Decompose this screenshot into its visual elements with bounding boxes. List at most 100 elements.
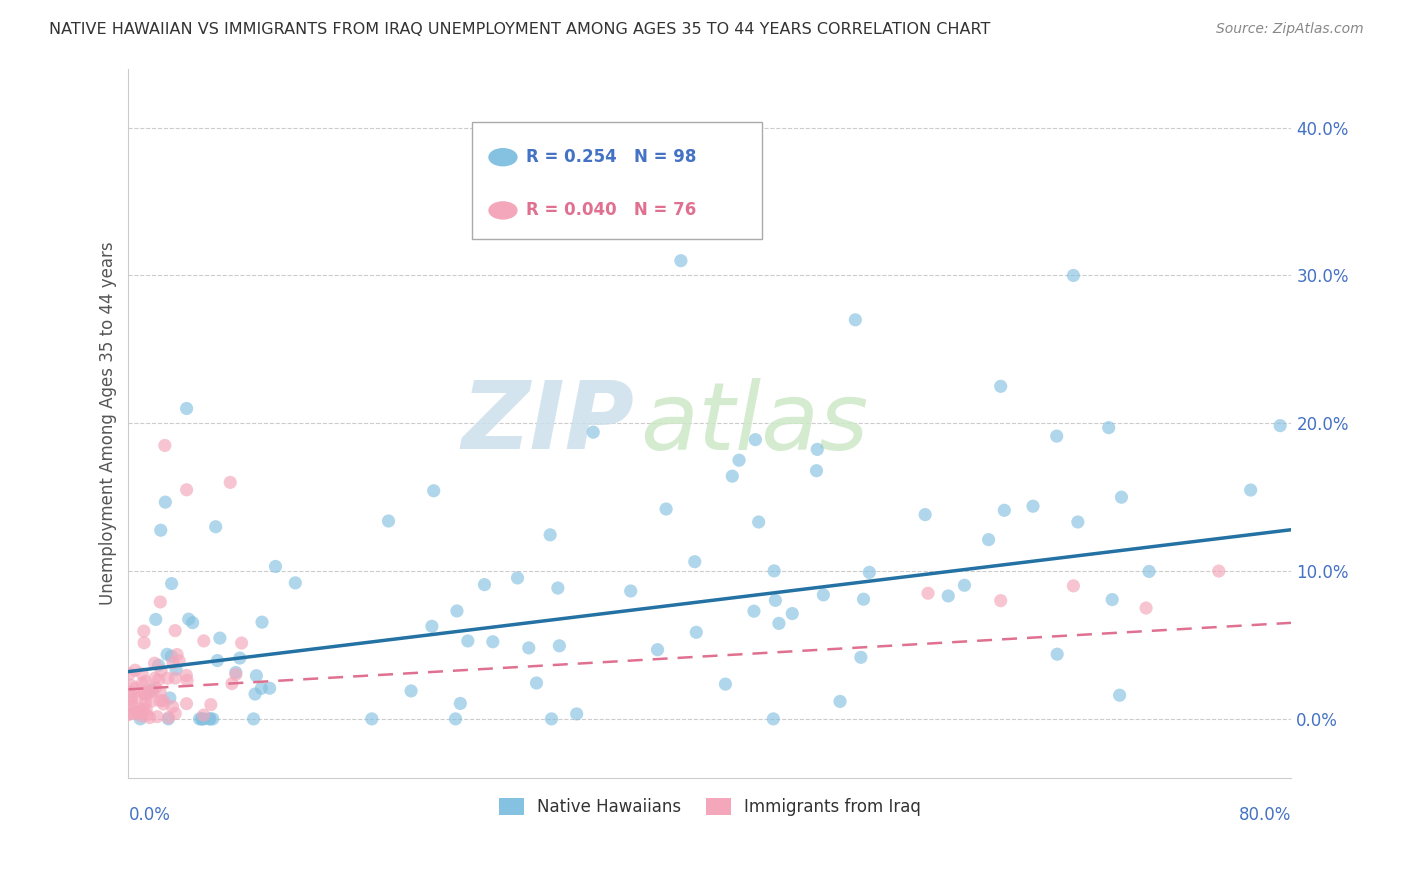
Point — [131, 667, 153, 681]
Point — [1135, 601, 1157, 615]
Point — [852, 592, 875, 607]
Point — [129, 702, 152, 716]
Point — [125, 690, 148, 705]
Point — [620, 584, 643, 599]
Point — [828, 694, 851, 708]
Point — [1268, 418, 1291, 433]
Point — [156, 648, 179, 662]
Point — [655, 502, 678, 516]
Point — [744, 433, 766, 447]
Point — [763, 564, 786, 578]
Point — [127, 705, 149, 719]
Point — [146, 709, 169, 723]
Point — [806, 464, 828, 478]
Point — [647, 642, 669, 657]
Point — [721, 469, 744, 483]
Point — [177, 612, 200, 626]
Point — [132, 686, 155, 700]
Point — [221, 676, 243, 690]
Point — [134, 674, 156, 689]
Point — [1108, 688, 1130, 702]
Point — [229, 651, 252, 665]
Point — [813, 588, 835, 602]
Point — [141, 694, 163, 708]
Point — [145, 681, 167, 695]
Point — [208, 631, 231, 645]
Point — [138, 710, 160, 724]
Point — [121, 693, 143, 707]
Point — [446, 604, 468, 618]
Point — [117, 707, 139, 722]
Point — [149, 685, 172, 699]
Point — [162, 656, 184, 670]
Point — [152, 697, 174, 711]
Point — [153, 438, 176, 452]
Point — [162, 699, 184, 714]
Point — [176, 668, 198, 682]
Point — [132, 624, 155, 639]
Point — [118, 699, 141, 714]
Point — [131, 706, 153, 721]
Point — [160, 576, 183, 591]
Point — [176, 673, 198, 688]
Point — [506, 571, 529, 585]
Point — [120, 678, 142, 692]
Point — [993, 503, 1015, 517]
Point — [360, 712, 382, 726]
Point — [565, 706, 588, 721]
Point — [844, 313, 866, 327]
Point — [225, 665, 247, 680]
Point — [132, 687, 155, 701]
Point — [849, 650, 872, 665]
Circle shape — [489, 202, 517, 219]
Point — [176, 483, 198, 497]
Point — [762, 712, 785, 726]
Point — [914, 508, 936, 522]
Point — [160, 649, 183, 664]
Point — [128, 705, 150, 719]
Point — [122, 706, 145, 721]
Point — [259, 681, 281, 696]
Point — [449, 697, 471, 711]
Point — [200, 698, 222, 712]
Point — [474, 577, 496, 591]
Point — [806, 442, 828, 457]
Point — [242, 712, 264, 726]
Point — [1208, 564, 1230, 578]
Point — [917, 586, 939, 600]
Point — [219, 475, 242, 490]
Point — [136, 685, 159, 699]
Point — [245, 669, 267, 683]
Point — [193, 634, 215, 648]
Point — [1240, 483, 1263, 497]
Text: ZIP: ZIP — [461, 377, 634, 469]
Point — [1067, 515, 1090, 529]
Point — [420, 619, 443, 633]
Point — [377, 514, 399, 528]
Point — [135, 702, 157, 716]
Point — [1098, 420, 1121, 434]
Point — [1101, 592, 1123, 607]
Point — [231, 636, 253, 650]
Point — [157, 712, 180, 726]
Point — [141, 683, 163, 698]
Point — [121, 698, 143, 713]
Point — [148, 658, 170, 673]
Point — [669, 253, 692, 268]
Point — [141, 684, 163, 698]
Point — [728, 453, 751, 467]
Point — [548, 639, 571, 653]
Legend: Native Hawaiians, Immigrants from Iraq: Native Hawaiians, Immigrants from Iraq — [492, 791, 928, 823]
Point — [148, 673, 170, 687]
Point — [181, 615, 204, 630]
Point — [977, 533, 1000, 547]
Point — [188, 712, 211, 726]
Point — [482, 634, 505, 648]
Point — [748, 515, 770, 529]
Point — [134, 696, 156, 710]
Point — [457, 634, 479, 648]
Point — [191, 712, 214, 726]
Point — [250, 615, 273, 629]
Point — [149, 694, 172, 708]
Point — [159, 691, 181, 706]
